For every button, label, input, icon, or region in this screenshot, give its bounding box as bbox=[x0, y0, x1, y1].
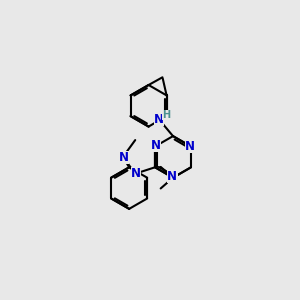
Text: N: N bbox=[185, 140, 195, 153]
Text: N: N bbox=[151, 139, 161, 152]
Text: N: N bbox=[168, 172, 178, 185]
Text: N: N bbox=[167, 170, 177, 183]
Text: N: N bbox=[119, 151, 129, 164]
Text: N: N bbox=[131, 167, 141, 180]
Text: H: H bbox=[162, 110, 170, 120]
Text: N: N bbox=[154, 113, 164, 126]
